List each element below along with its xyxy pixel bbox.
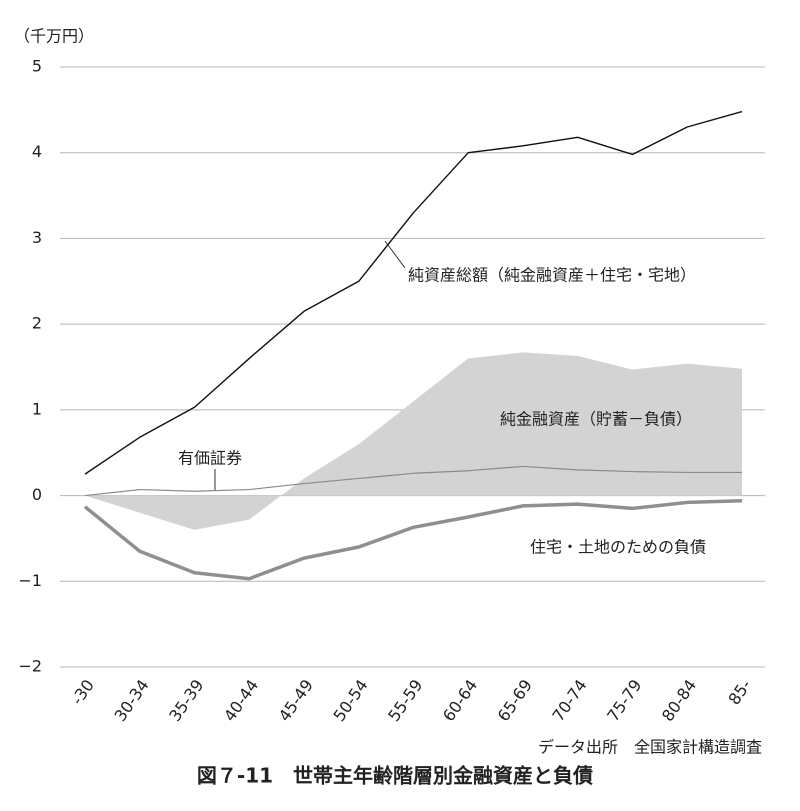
x-tick-label: 45-49 xyxy=(275,676,317,725)
y-tick-label: 5 xyxy=(32,57,42,76)
line xyxy=(84,465,742,497)
y-tick-label: −1 xyxy=(18,571,42,590)
y-tick-label: 2 xyxy=(32,314,42,333)
y-unit: （千万円） xyxy=(14,27,94,46)
series-label: 住宅・土地のための負債 xyxy=(530,538,706,557)
line xyxy=(83,498,743,581)
x-tick-label: 75-79 xyxy=(603,676,645,725)
source: データ出所 全国家計構造調査 xyxy=(538,738,762,757)
x-tick-label: 30-34 xyxy=(110,676,152,725)
x-tick-label: 40-44 xyxy=(220,676,262,725)
x-tick-label: 60-64 xyxy=(439,676,481,725)
area xyxy=(85,352,742,530)
y-tick-label: −2 xyxy=(18,657,42,676)
series-label: 有価証券 xyxy=(178,449,242,468)
y-tick-label: 1 xyxy=(32,399,42,418)
line xyxy=(84,110,743,475)
x-tick-label: -30 xyxy=(67,676,98,708)
x-tick-label: 65-69 xyxy=(494,676,536,725)
leader-line xyxy=(384,240,406,269)
y-tick-label: 3 xyxy=(32,228,42,247)
series-label: 純金融資産（貯蓄－負債） xyxy=(500,410,692,429)
series-label: 純資産総額（純金融資産＋住宅・宅地） xyxy=(408,266,696,285)
x-tick-label: 55-59 xyxy=(384,676,426,725)
y-tick-label: 0 xyxy=(32,485,42,504)
y-tick-label: 4 xyxy=(32,142,42,161)
x-tick-label: 80-84 xyxy=(658,676,700,725)
x-tick-label: 85- xyxy=(724,676,755,708)
x-tick-label: 35-39 xyxy=(165,676,207,725)
x-tick-label: 70-74 xyxy=(548,676,590,725)
chart-title: 図７-11 世帯主年齢階層別金融資産と負債 xyxy=(197,764,593,788)
x-tick-label: 50-54 xyxy=(329,676,371,725)
